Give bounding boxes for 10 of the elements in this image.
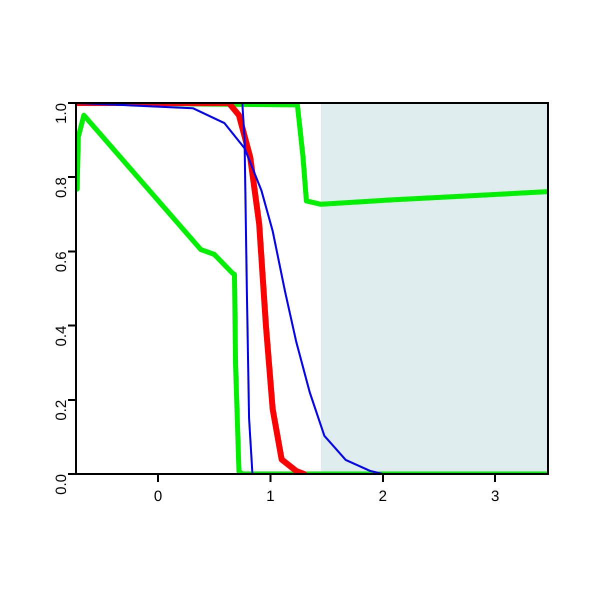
x-tick-label: 0 (154, 488, 162, 506)
y-tick-label: 0.4 (53, 326, 70, 346)
y-tick-label: 0.2 (53, 400, 70, 421)
y-tick-label: 0.6 (53, 251, 70, 272)
y-tick-label: 0.8 (53, 177, 70, 198)
y-tick-label: 1.0 (53, 103, 70, 124)
y-tick-label: 0.0 (53, 474, 70, 495)
x-tick-label: 2 (378, 488, 387, 506)
x-tick-label: 3 (491, 488, 500, 506)
x-tick-label: 1 (266, 488, 275, 506)
